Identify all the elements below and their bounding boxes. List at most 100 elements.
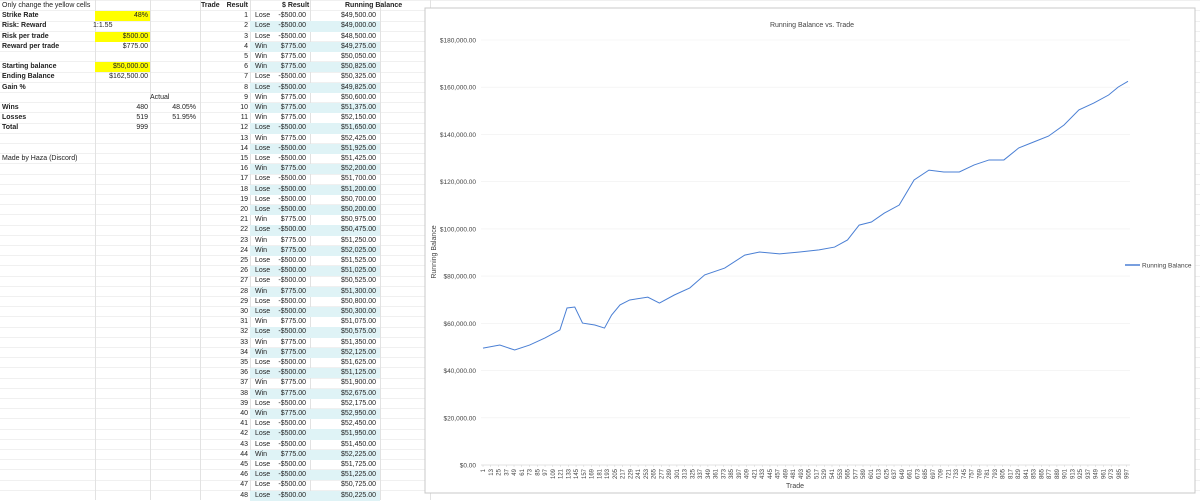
running-balance: $49,825.00 xyxy=(340,83,376,91)
column-header: Actual xyxy=(150,93,170,101)
label: Risk per trade xyxy=(2,32,49,40)
column-line xyxy=(200,0,201,500)
x-tick-label: 241 xyxy=(636,468,642,479)
running-balance: $52,425.00 xyxy=(340,134,376,142)
row-stripe xyxy=(250,225,380,236)
row-stripe xyxy=(250,347,380,358)
dollar-result: $775.00 xyxy=(280,318,306,326)
x-tick-label: 385 xyxy=(729,468,735,479)
row-stripe xyxy=(250,388,380,399)
running-balance: $50,200.00 xyxy=(340,206,376,213)
running-balance: $50,225.00 xyxy=(340,491,376,499)
x-tick-label: 325 xyxy=(690,468,696,479)
trade-result: Win xyxy=(255,216,268,224)
trade-number: 32 xyxy=(240,328,248,336)
trade-number: 9 xyxy=(244,93,248,101)
x-tick-label: 157 xyxy=(582,468,588,479)
running-balance: $51,650.00 xyxy=(340,124,376,132)
trade-number: 2 xyxy=(244,22,248,30)
trade-result: Win xyxy=(255,134,268,142)
running-balance: $51,200.00 xyxy=(340,185,376,193)
input-cell xyxy=(95,62,150,73)
trade-number: 6 xyxy=(244,63,248,71)
trade-result: Lose xyxy=(255,359,271,366)
trade-result: Lose xyxy=(255,369,271,377)
x-tick-label: 841 xyxy=(1024,468,1030,479)
y-tick-label: $60,000.00 xyxy=(443,321,476,328)
x-tick-label: 13 xyxy=(489,468,495,475)
trade-number: 29 xyxy=(240,297,248,305)
input-cell xyxy=(95,11,150,22)
running-balance: $50,725.00 xyxy=(340,481,376,489)
dollar-result: $775.00 xyxy=(280,134,306,142)
x-tick-label: 301 xyxy=(675,468,681,479)
row-stripe xyxy=(250,123,380,134)
trade-number: 40 xyxy=(240,410,248,417)
trade-result: Lose xyxy=(255,206,271,213)
running-balance: $49,000.00 xyxy=(340,22,376,30)
x-tick-label: 793 xyxy=(993,468,999,479)
trade-number: 24 xyxy=(240,246,248,254)
running-balance: $51,900.00 xyxy=(340,379,376,387)
running-balance: $50,700.00 xyxy=(340,195,376,203)
trade-result: Lose xyxy=(255,83,271,91)
dollar-result: $775.00 xyxy=(280,63,306,71)
running-balance: $51,250.00 xyxy=(340,236,376,244)
trade-number: 43 xyxy=(240,440,248,448)
x-tick-label: 829 xyxy=(1016,468,1022,479)
value: 48% xyxy=(133,12,148,20)
value: $50,000.00 xyxy=(112,63,148,71)
trade-result: Lose xyxy=(255,277,271,285)
trade-number: 33 xyxy=(240,338,248,346)
running-balance: $51,375.00 xyxy=(340,104,376,111)
value: 999 xyxy=(136,124,148,132)
trade-result: Lose xyxy=(255,155,271,162)
running-balance: $49,500.00 xyxy=(340,12,376,20)
x-tick-label: 973 xyxy=(1109,468,1115,479)
dollar-result: -$500.00 xyxy=(278,359,306,366)
trade-number: 30 xyxy=(240,308,248,315)
label: Wins xyxy=(2,104,19,111)
x-tick-label: 517 xyxy=(814,468,820,479)
trade-result: Lose xyxy=(255,144,271,152)
dollar-result: -$500.00 xyxy=(278,440,306,448)
row-stripe xyxy=(250,368,380,379)
row-stripe xyxy=(250,429,380,440)
x-tick-label: 25 xyxy=(497,468,503,475)
note: Only change the yellow cells xyxy=(2,2,91,9)
trade-number: 37 xyxy=(240,379,248,387)
running-balance: $52,225.00 xyxy=(340,450,376,458)
column-line xyxy=(150,0,151,500)
x-tick-label: 805 xyxy=(1001,468,1007,479)
trade-result: Win xyxy=(255,287,268,295)
trade-number: 47 xyxy=(240,481,248,489)
dollar-result: -$500.00 xyxy=(278,175,306,183)
x-tick-label: 625 xyxy=(884,468,890,479)
value: 1:1.55 xyxy=(93,22,113,30)
x-tick-label: 505 xyxy=(807,468,813,479)
dollar-result: -$500.00 xyxy=(278,12,306,20)
x-tick-label: 697 xyxy=(931,468,937,479)
x-tick-label: 133 xyxy=(566,468,572,479)
running-balance: $51,450.00 xyxy=(340,440,376,448)
chart-title: Running Balance vs. Trade xyxy=(770,22,854,29)
trade-result: Lose xyxy=(255,430,271,438)
trade-number: 12 xyxy=(240,124,248,132)
dollar-result: $775.00 xyxy=(280,104,306,111)
x-tick-label: 889 xyxy=(1055,468,1061,479)
row-stripe xyxy=(250,143,380,154)
trade-number: 3 xyxy=(244,32,248,40)
running-balance: $50,975.00 xyxy=(340,216,376,224)
dollar-result: -$500.00 xyxy=(278,83,306,91)
dollar-result: $775.00 xyxy=(280,53,306,60)
trade-number: 44 xyxy=(240,450,248,458)
trade-result: Lose xyxy=(255,399,271,407)
running-balance: $51,625.00 xyxy=(340,359,376,366)
x-tick-label: 721 xyxy=(946,468,952,479)
x-tick-label: 73 xyxy=(528,468,534,475)
x-tick-label: 649 xyxy=(900,468,906,479)
dollar-result: -$500.00 xyxy=(278,185,306,193)
column-header: Running Balance xyxy=(345,2,403,9)
dollar-result: $775.00 xyxy=(280,379,306,387)
trade-result: Win xyxy=(255,104,268,111)
